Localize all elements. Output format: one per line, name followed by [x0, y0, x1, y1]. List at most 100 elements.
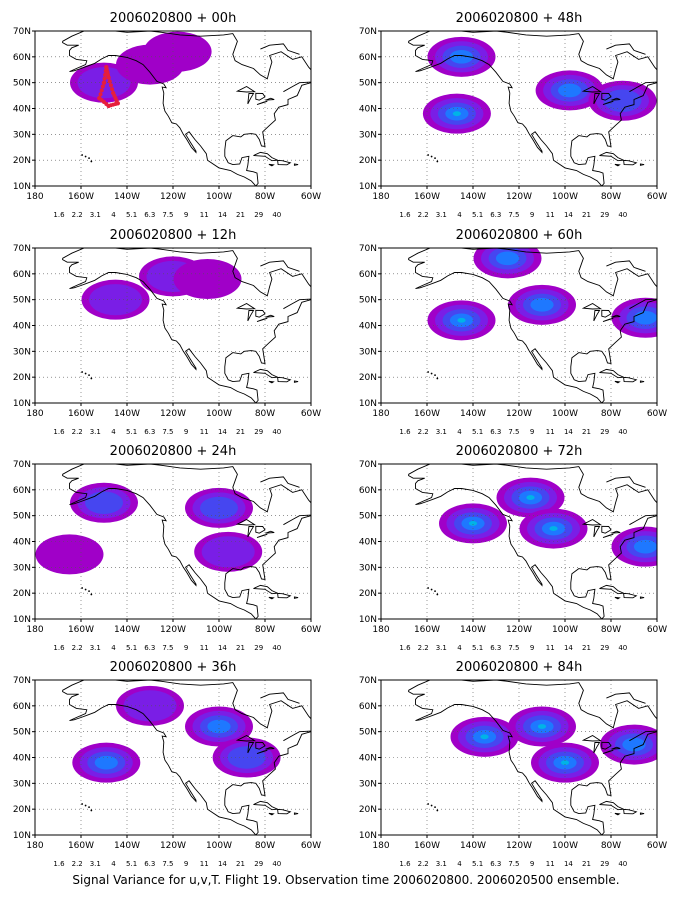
lat-tick-label: 10N: [13, 182, 31, 192]
colorbar-label: 40: [272, 428, 281, 436]
lat-tick-label: 50N: [13, 728, 31, 738]
colorbar-label: 40: [618, 428, 627, 436]
coastline: [629, 514, 657, 526]
colorbar-label: 14: [564, 211, 573, 219]
lake-outline: [601, 309, 612, 318]
observation-point: [108, 103, 113, 108]
colorbar-label: 3.1: [436, 211, 447, 219]
island-dot: [427, 587, 430, 589]
variance-contour: [549, 526, 558, 531]
lon-tick-label: 80W: [601, 409, 621, 419]
island-outline: [639, 596, 645, 599]
colorbar-label: 3.1: [436, 428, 447, 436]
observation-point: [114, 98, 119, 103]
colorbar-label: 3.1: [90, 644, 101, 652]
lon-tick-label: 100W: [206, 625, 232, 635]
colorbar-label: 9: [530, 860, 534, 868]
colorbar-label: 4: [457, 211, 462, 219]
lon-tick-label: 140W: [114, 192, 140, 202]
colorbar-label: 21: [582, 644, 591, 652]
lon-tick-label: 60W: [301, 409, 321, 419]
variance-contour: [457, 317, 466, 323]
lon-tick-label: 120W: [160, 192, 186, 202]
lat-tick-label: 70N: [359, 460, 377, 470]
colorbar-label: 4: [457, 428, 462, 436]
island-dot: [88, 806, 90, 808]
lon-tick-label: 160W: [414, 409, 440, 419]
colorbar-label: 5.1: [126, 211, 137, 219]
colorbar-label: 3.1: [90, 860, 101, 868]
lon-tick-label: 160W: [68, 841, 94, 851]
island-dot: [430, 804, 433, 807]
colorbar-label: 5.1: [472, 644, 483, 652]
map-panel: 2006020800 + 00h 10N 20N 30N 40N 50N 60N 70N 180…: [13, 11, 321, 219]
variance-contour: [123, 690, 177, 722]
lat-tick-label: 50N: [13, 79, 31, 89]
island-outline: [268, 812, 275, 816]
colorbar-label: 2.2: [418, 428, 429, 436]
coastline: [283, 514, 311, 526]
map-panel: 2006020800 + 84h 10N 20N 30N 40N 50N 60N 70N 180…: [359, 660, 667, 868]
colorbar-label: 40: [618, 211, 627, 219]
lat-tick-label: 60N: [13, 486, 31, 496]
colorbar-label: 9: [184, 428, 188, 436]
lon-tick-label: 100W: [552, 192, 578, 202]
variance-contour: [526, 495, 535, 500]
variance-contour: [143, 31, 212, 72]
lon-tick-label: 180: [26, 625, 43, 635]
lake-outline: [581, 734, 603, 742]
island-outline: [277, 592, 292, 599]
island-outline: [614, 596, 621, 600]
lat-tick-label: 20N: [13, 156, 31, 166]
colorbar-label: 29: [254, 644, 263, 652]
coastline: [283, 730, 311, 742]
colorbar-label: 6.3: [490, 211, 501, 219]
coastline: [606, 692, 646, 704]
lat-tick-label: 50N: [359, 728, 377, 738]
coastline: [62, 248, 311, 403]
colorbar-label: 9: [530, 644, 534, 652]
colorbar-label: 21: [582, 860, 591, 868]
lon-tick-label: 80W: [255, 409, 275, 419]
map-panel: 2006020800 + 36h 10N 20N 30N 40N 50N 60N 70N 180…: [13, 660, 321, 868]
lake-outline: [602, 100, 614, 106]
island-outline: [268, 163, 275, 167]
lake-outline: [593, 526, 601, 538]
colorbar-label: 5.1: [472, 211, 483, 219]
island-dot: [434, 590, 436, 592]
colorbar-label: 9: [184, 211, 188, 219]
island-outline: [639, 163, 645, 166]
colorbar-label: 7.5: [162, 428, 173, 436]
lake-outline: [581, 302, 603, 310]
colorbar-label: 4: [111, 644, 116, 652]
colorbar-label: 1.6: [53, 860, 65, 868]
colorbar-label: 1.6: [53, 428, 65, 436]
lat-tick-label: 70N: [359, 676, 377, 686]
colorbar-label: 3.1: [436, 644, 447, 652]
lat-tick-label: 70N: [13, 460, 31, 470]
colorbar-label: 2.2: [418, 644, 429, 652]
coastline: [260, 692, 300, 704]
colorbar-label: 6.3: [490, 428, 501, 436]
colorbar-label: 21: [582, 211, 591, 219]
island-dot: [434, 374, 436, 376]
colorbar-label: 29: [254, 428, 263, 436]
coastline: [629, 81, 657, 93]
colorbar-label: 1.6: [53, 211, 65, 219]
colorbar-label: 14: [218, 860, 227, 868]
panel-title: 2006020800 + 00h: [110, 11, 237, 26]
coastline: [408, 680, 657, 835]
map-area: [35, 248, 311, 403]
lat-tick-label: 10N: [13, 615, 31, 625]
colorbar-label: 6.3: [144, 860, 155, 868]
colorbar-label: 1.6: [53, 644, 65, 652]
variance-contour: [227, 746, 266, 769]
lake-outline: [602, 749, 614, 755]
colorbar-label: 6.3: [144, 428, 155, 436]
lake-outline: [256, 749, 268, 755]
lat-tick-label: 20N: [359, 589, 377, 599]
lake-outline: [256, 317, 268, 323]
colorbar-label: 29: [600, 211, 609, 219]
lake-outline: [593, 742, 601, 754]
lon-tick-label: 80W: [601, 192, 621, 202]
